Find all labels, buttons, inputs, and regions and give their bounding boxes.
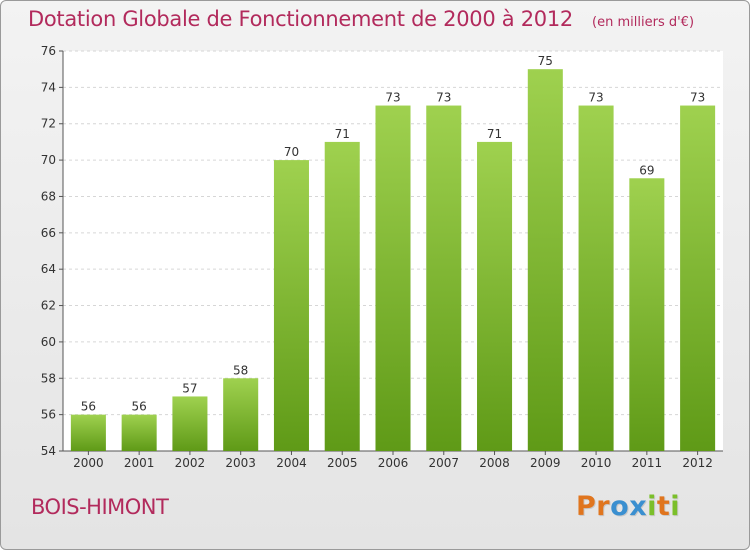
bar-2007 [426,105,462,451]
logo-letter: i [670,491,681,522]
place-name: BOIS-HIMONT [31,495,169,519]
bar-2002 [172,396,208,451]
bar-value-label: 73 [436,91,451,105]
logo-letter: i [647,491,657,522]
bar-value-label: 73 [385,91,400,105]
x-tick-label: 2007 [428,456,459,470]
y-tick-label: 54 [41,444,56,458]
y-tick-label: 66 [41,226,56,240]
y-tick-label: 62 [41,299,56,313]
logo-letter: t [656,491,671,522]
chart-title: Dotation Globale de Fonctionnement de 20… [28,7,573,31]
x-tick-label: 2003 [225,456,256,470]
chart-unit: (en milliers d'€) [592,15,695,30]
x-tick-label: 2009 [530,456,561,470]
x-tick-label: 2010 [581,456,612,470]
x-tick-label: 2004 [276,456,307,470]
bar-value-label: 57 [182,381,197,395]
y-tick-label: 56 [41,408,56,422]
y-tick-label: 68 [41,189,56,203]
bar-value-label: 70 [284,145,299,159]
x-tick-label: 2001 [124,456,155,470]
logo-letter: o [610,491,630,522]
bar-2010 [578,105,614,451]
bar-value-label: 56 [132,400,147,414]
bar-value-label: 75 [538,54,553,68]
bar-2008 [477,141,513,451]
y-tick-label: 74 [41,80,56,94]
bar-2012 [680,105,716,451]
x-tick-label: 2005 [327,456,358,470]
y-tick-label: 64 [41,262,56,276]
bar-value-label: 69 [639,163,654,177]
title-line: Dotation Globale de Fonctionnement de 20… [28,7,694,31]
proxiti-logo: Proxiti [576,491,680,522]
bar-2003 [223,378,259,451]
y-tick-label: 76 [41,44,56,58]
logo-letter: x [629,491,648,522]
y-tick-label: 72 [41,117,56,131]
x-tick-label: 2002 [175,456,206,470]
bar-value-label: 58 [233,363,248,377]
bar-2004 [273,160,309,451]
logo-letter: P [576,491,597,522]
x-tick-label: 2008 [479,456,510,470]
x-tick-label: 2000 [73,456,104,470]
bar-value-label: 73 [690,91,705,105]
x-tick-label: 2012 [682,456,713,470]
bar-2000 [70,414,106,451]
x-tick-label: 2011 [632,456,663,470]
bar-2001 [121,414,157,451]
bar-value-label: 71 [335,127,350,141]
bar-value-label: 73 [588,91,603,105]
y-tick-label: 70 [41,153,56,167]
y-tick-label: 58 [41,371,56,385]
x-tick-label: 2006 [378,456,409,470]
bar-value-label: 71 [487,127,502,141]
bar-2006 [375,105,411,451]
logo-letter: r [596,491,611,522]
bar-2009 [527,69,563,451]
bar-value-label: 56 [81,400,96,414]
bar-2011 [629,178,665,452]
y-tick-label: 60 [41,335,56,349]
bar-2005 [324,141,360,451]
